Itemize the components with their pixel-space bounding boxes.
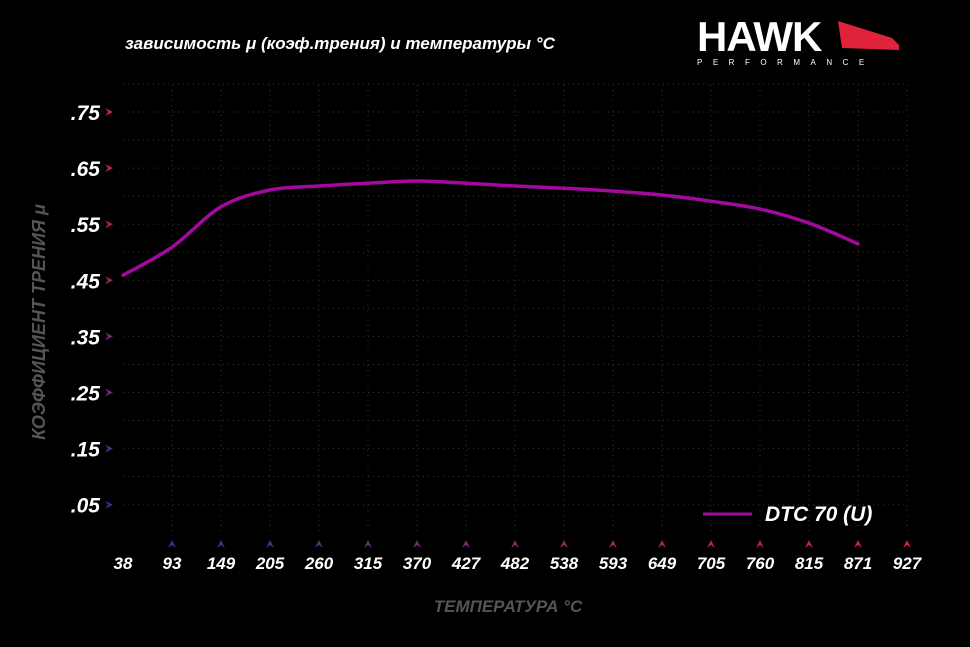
x-tick-label: 871: [844, 554, 872, 573]
x-tick-label: 593: [599, 554, 628, 573]
x-tick-marker: [511, 540, 519, 548]
x-tick-marker: [756, 540, 764, 548]
x-tick-marker: [560, 540, 568, 548]
logo-sub: PERFORMANCE: [697, 58, 875, 67]
logo-wing-icon: [838, 21, 899, 50]
x-tick-label: 427: [451, 554, 482, 573]
y-tick-label: .65: [71, 158, 101, 181]
y-tick-label: .75: [71, 102, 101, 125]
x-tick-label: 149: [207, 554, 236, 573]
x-tick-marker: [805, 540, 813, 548]
x-tick-label: 649: [648, 554, 677, 573]
x-tick-marker: [168, 540, 176, 548]
x-tick-label: 260: [304, 554, 334, 573]
y-tick-marker: [105, 164, 113, 173]
x-tick-label: 370: [403, 554, 432, 573]
x-tick-label: 815: [795, 554, 824, 573]
y-tick-marker: [105, 108, 113, 116]
x-tick-label: 927: [893, 554, 923, 573]
y-tick-label: .45: [71, 270, 101, 293]
x-tick-marker: [658, 540, 666, 548]
x-tick-marker: [707, 540, 715, 548]
y-tick-marker: [105, 444, 113, 453]
y-tick-label: .15: [71, 439, 101, 462]
y-tick-label: .05: [71, 495, 101, 518]
x-tick-marker: [217, 540, 225, 548]
y-tick-marker: [105, 220, 113, 229]
x-tick-marker: [413, 540, 421, 548]
y-tick-marker: [105, 276, 113, 285]
x-tick-marker: [609, 540, 617, 548]
x-tick-label: 38: [114, 554, 133, 573]
x-tick-marker: [462, 540, 470, 548]
x-tick-marker: [315, 540, 323, 548]
x-tick-label: 705: [697, 554, 726, 573]
x-tick-marker: [266, 540, 274, 548]
chart-title: зависимость μ (коэф.трения) и температур…: [125, 34, 555, 53]
y-tick-label: .35: [71, 326, 101, 349]
logo-brand: HAWK: [697, 13, 822, 60]
x-tick-label: 93: [163, 554, 182, 573]
legend-label: DTC 70 (U): [765, 503, 872, 526]
x-tick-marker: [854, 540, 862, 548]
y-axis-label: КОЭФФИЦИЕНТ ТРЕНИЯ μ: [29, 204, 49, 440]
x-tick-label: 482: [500, 554, 530, 573]
x-tick-label: 760: [746, 554, 775, 573]
x-tick-label: 538: [550, 554, 579, 573]
y-tick-label: .25: [71, 383, 101, 406]
y-tick-marker: [105, 332, 113, 341]
y-tick-label: .55: [71, 214, 101, 237]
x-axis-label: ТЕМПЕРАТУРА °C: [434, 597, 583, 616]
hawk-logo: HAWK PERFORMANCE: [697, 13, 899, 67]
x-tick-label: 205: [255, 554, 285, 573]
series-line: [121, 179, 860, 278]
x-tick-label: 315: [354, 554, 383, 573]
x-tick-marker: [364, 540, 372, 548]
y-tick-marker: [105, 500, 113, 509]
y-tick-marker: [105, 388, 113, 397]
x-tick-marker: [903, 540, 911, 548]
